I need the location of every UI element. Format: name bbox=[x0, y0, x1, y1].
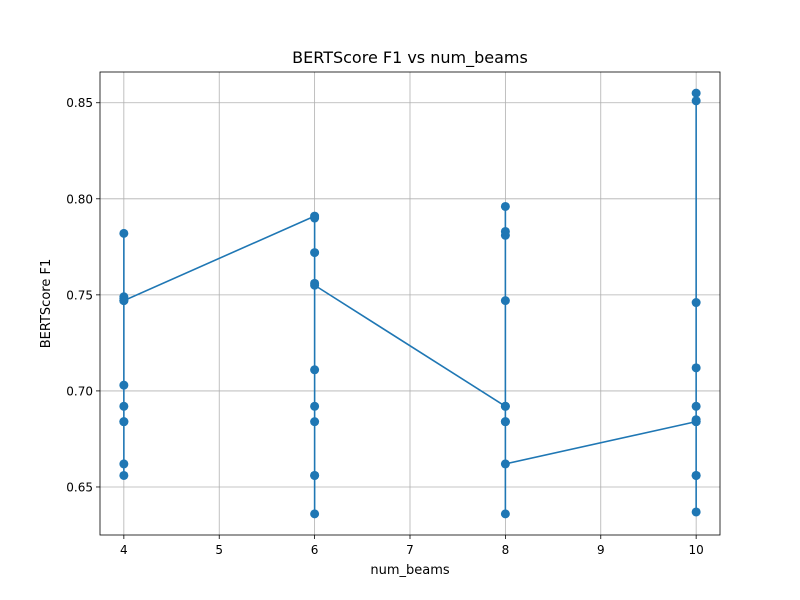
x-tick-label: 7 bbox=[406, 543, 414, 557]
chart-title: BERTScore F1 vs num_beams bbox=[292, 48, 528, 68]
data-point bbox=[691, 470, 701, 480]
data-point bbox=[691, 96, 701, 106]
data-point bbox=[119, 417, 129, 427]
data-point bbox=[310, 365, 320, 375]
data-point bbox=[119, 228, 129, 238]
data-point-group bbox=[119, 88, 701, 519]
data-point bbox=[500, 401, 510, 411]
data-point bbox=[310, 248, 320, 258]
data-point bbox=[119, 401, 129, 411]
data-point bbox=[691, 298, 701, 308]
y-tick-label: 0.85 bbox=[66, 96, 93, 110]
data-point bbox=[310, 509, 320, 519]
data-point bbox=[310, 401, 320, 411]
data-point bbox=[500, 417, 510, 427]
x-tick-label: 8 bbox=[502, 543, 510, 557]
y-axis-label: BERTScore F1 bbox=[39, 259, 54, 348]
y-tick-label: 0.65 bbox=[66, 480, 93, 494]
data-point bbox=[310, 470, 320, 480]
data-point bbox=[500, 509, 510, 519]
x-tick-label: 9 bbox=[597, 543, 605, 557]
data-point bbox=[119, 296, 129, 306]
x-tick-label: 4 bbox=[120, 543, 128, 557]
x-tick-label: 10 bbox=[689, 543, 704, 557]
y-tick-label: 0.75 bbox=[66, 288, 93, 302]
data-point bbox=[119, 380, 129, 390]
data-point bbox=[310, 213, 320, 223]
data-point bbox=[119, 459, 129, 469]
y-tick-label: 0.70 bbox=[66, 384, 93, 398]
data-point bbox=[119, 470, 129, 480]
x-axis-label: num_beams bbox=[370, 563, 450, 578]
axis-ticks: 4 5 6 7 8 9 10 0.65 0.70 0.75 0.80 0.85 bbox=[66, 96, 704, 557]
x-tick-label: 6 bbox=[311, 543, 319, 557]
data-point bbox=[500, 201, 510, 211]
data-point bbox=[310, 417, 320, 427]
data-point bbox=[691, 363, 701, 373]
grid bbox=[100, 72, 720, 535]
data-point bbox=[500, 459, 510, 469]
data-point bbox=[691, 401, 701, 411]
data-point bbox=[500, 226, 510, 236]
data-point bbox=[691, 507, 701, 517]
data-point bbox=[500, 296, 510, 306]
data-point bbox=[310, 280, 320, 290]
y-tick-label: 0.80 bbox=[66, 192, 93, 206]
x-tick-label: 5 bbox=[215, 543, 223, 557]
data-point bbox=[691, 415, 701, 425]
data-point bbox=[691, 88, 701, 98]
